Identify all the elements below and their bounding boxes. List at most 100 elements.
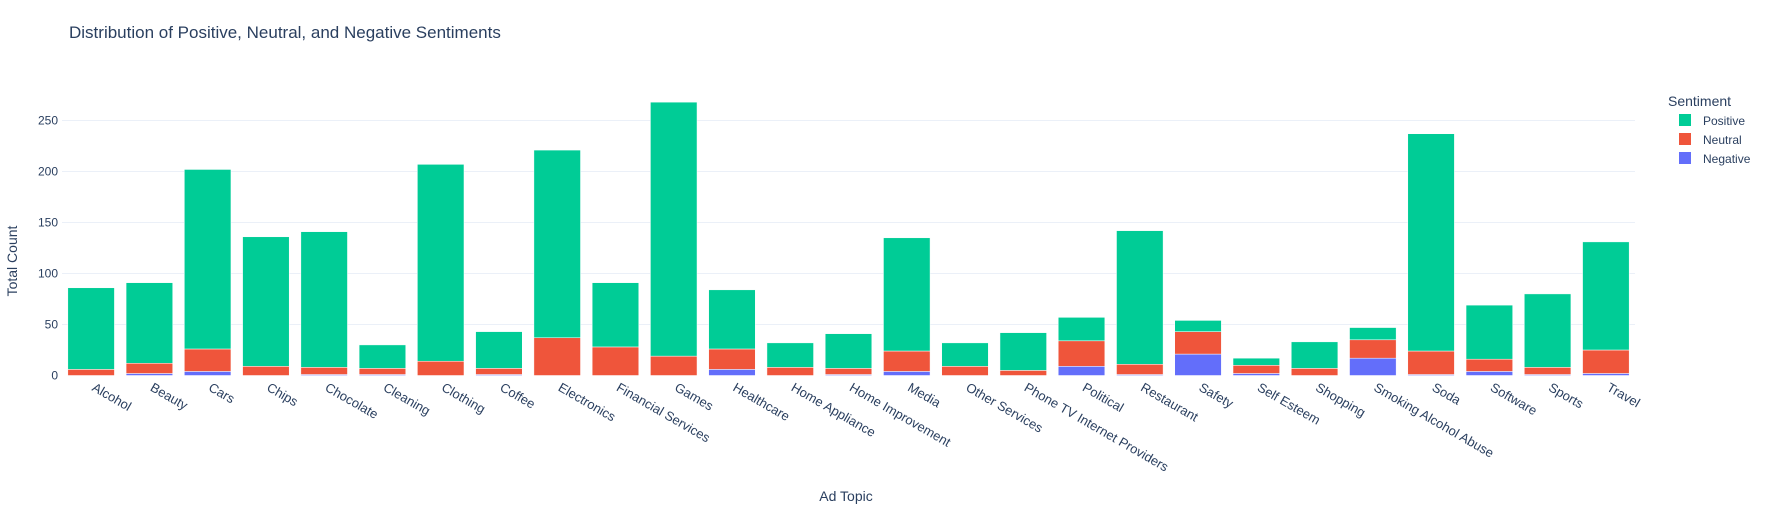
bar-smoking-alcohol-abuse-positive xyxy=(1349,327,1397,341)
x-tick-label: Software xyxy=(1488,380,1540,419)
legend-swatch-neutral xyxy=(1679,133,1691,145)
bar-political-neutral xyxy=(1057,340,1106,367)
bar-safety-positive xyxy=(1174,320,1222,332)
legend-swatch-positive xyxy=(1679,114,1691,126)
legend-items: Positive Neutral Negative xyxy=(1679,114,1751,166)
y-axis-ticks: 0 50 100 150 200 250 xyxy=(38,114,58,383)
bar-electronics-neutral xyxy=(533,337,581,376)
gridlines xyxy=(62,120,1635,325)
bar-safety-negative xyxy=(1174,353,1222,376)
x-tick-label: Safety xyxy=(1197,380,1237,412)
bar-chocolate-neutral xyxy=(300,367,348,375)
bar-restaurant-neutral xyxy=(1116,364,1164,375)
bar-soda-neutral xyxy=(1407,350,1455,375)
x-tick-label: Soda xyxy=(1430,380,1464,409)
x-tick-label: Political xyxy=(1080,380,1126,415)
y-tick-label: 200 xyxy=(38,165,58,179)
bar-travel-neutral xyxy=(1582,349,1630,374)
x-tick-label: Self Esteem xyxy=(1255,380,1323,428)
bar-cars-negative xyxy=(184,371,232,376)
x-tick-label: Games xyxy=(672,380,716,414)
legend-label-neutral: Neutral xyxy=(1703,133,1742,147)
bar-clothing-neutral xyxy=(417,360,465,376)
x-tick-label: Chips xyxy=(264,380,301,410)
x-tick-label: Coffee xyxy=(497,380,537,412)
y-axis-title: Total Count xyxy=(4,225,20,296)
bar-safety-neutral xyxy=(1174,331,1222,355)
bar-other-services-neutral xyxy=(941,366,989,376)
bar-political-negative xyxy=(1057,366,1106,376)
bar-other-services-positive xyxy=(941,342,989,367)
bar-games-positive xyxy=(650,101,698,357)
x-tick-label: Sports xyxy=(1546,380,1586,412)
bar-healthcare-negative xyxy=(708,369,756,376)
bar-self-esteem-negative xyxy=(1232,373,1280,376)
bar-restaurant-positive xyxy=(1116,230,1164,365)
x-tick-label: Clothing xyxy=(439,380,488,417)
chart-title: Distribution of Positive, Neutral, and N… xyxy=(69,23,501,42)
x-axis-title: Ad Topic xyxy=(819,488,872,504)
bar-phone-tv-internet-providers-neutral xyxy=(999,370,1047,376)
bar-self-esteem-positive xyxy=(1232,357,1280,366)
legend-title: Sentiment xyxy=(1668,93,1731,109)
bar-media-negative xyxy=(883,371,931,376)
bar-electronics-positive xyxy=(533,149,581,339)
y-tick-label: 150 xyxy=(38,216,58,230)
bar-financial-services-neutral xyxy=(591,346,640,376)
legend-label-negative: Negative xyxy=(1703,152,1751,166)
y-tick-label: 50 xyxy=(45,318,59,332)
x-tick-label: Travel xyxy=(1604,380,1642,411)
bar-smoking-alcohol-abuse-neutral xyxy=(1349,339,1397,359)
bar-clothing-positive xyxy=(417,164,465,362)
bar-healthcare-neutral xyxy=(708,348,756,370)
bar-software-positive xyxy=(1465,304,1513,360)
bar-chips-positive xyxy=(242,236,290,367)
bar-beauty-neutral xyxy=(125,363,173,374)
y-tick-label: 250 xyxy=(38,114,58,128)
bar-travel-positive xyxy=(1582,241,1630,351)
bar-media-neutral xyxy=(883,350,931,372)
bar-political-positive xyxy=(1057,317,1106,342)
bar-chips-neutral xyxy=(242,366,290,376)
bar-coffee-neutral xyxy=(475,368,523,375)
bar-coffee-positive xyxy=(475,331,523,369)
x-tick-label: Electronics xyxy=(556,380,619,425)
x-tick-label: Media xyxy=(905,380,944,411)
bar-software-negative xyxy=(1465,371,1513,376)
x-tick-label: Healthcare xyxy=(730,380,792,424)
bar-shopping-neutral xyxy=(1291,368,1339,376)
bar-beauty-positive xyxy=(125,282,173,364)
bar-cars-neutral xyxy=(184,348,232,372)
bar-alcohol-neutral xyxy=(67,369,115,376)
x-tick-label: Home Improvement xyxy=(847,380,954,450)
bar-home-improvement-positive xyxy=(824,333,873,369)
bar-chocolate-positive xyxy=(300,231,348,368)
bar-cleaning-neutral xyxy=(358,368,406,375)
bar-soda-positive xyxy=(1407,133,1455,352)
x-tick-label: Beauty xyxy=(148,380,191,413)
x-tick-label: Alcohol xyxy=(90,380,135,414)
bar-games-neutral xyxy=(650,355,698,376)
bar-cleaning-positive xyxy=(358,344,406,369)
bar-smoking-alcohol-abuse-negative xyxy=(1349,357,1397,376)
bar-cars-positive xyxy=(184,169,232,350)
bar-media-positive xyxy=(883,237,931,352)
bar-sports-neutral xyxy=(1524,367,1572,375)
bar-alcohol-positive xyxy=(67,287,115,370)
bar-shopping-positive xyxy=(1291,341,1339,369)
bar-beauty-negative xyxy=(125,373,173,376)
bar-phone-tv-internet-providers-positive xyxy=(999,332,1047,371)
bar-software-neutral xyxy=(1465,358,1513,372)
bars xyxy=(67,101,1630,376)
x-tick-label: Restaurant xyxy=(1138,380,1201,425)
bar-healthcare-positive xyxy=(708,289,756,350)
y-tick-label: 0 xyxy=(51,369,58,383)
x-tick-label: Cleaning xyxy=(381,380,433,419)
bar-home-improvement-neutral xyxy=(824,368,873,375)
bar-financial-services-positive xyxy=(591,282,640,348)
bar-sports-positive xyxy=(1524,293,1572,368)
bar-travel-negative xyxy=(1582,373,1630,376)
x-tick-label: Chocolate xyxy=(323,380,381,422)
